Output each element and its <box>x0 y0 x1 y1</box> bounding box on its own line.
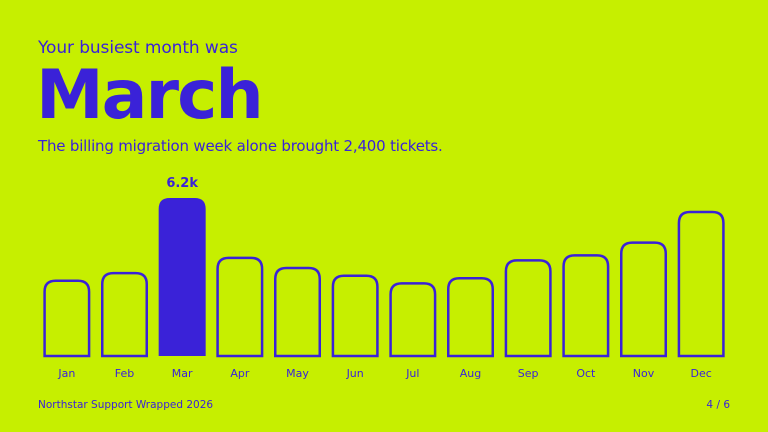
month-label-nov: Nov <box>633 367 655 380</box>
month-label-jan: Jan <box>57 367 75 380</box>
month-label-jun: Jun <box>346 367 364 380</box>
month-label-jul: Jul <box>405 367 419 380</box>
kicker-text: Your busiest month was <box>38 38 238 58</box>
month-label-feb: Feb <box>115 367 134 380</box>
month-label-dec: Dec <box>691 367 712 380</box>
bar-may <box>274 266 321 358</box>
subline-text: The billing migration week alone brought… <box>38 137 443 155</box>
bar-mar <box>158 198 206 356</box>
bar-apr <box>216 256 264 358</box>
bar-sep <box>504 259 552 358</box>
month-label-may: May <box>286 367 309 380</box>
bar-nov <box>620 241 667 358</box>
footer-brand: Northstar Support Wrapped 2026 <box>38 399 214 411</box>
month-label-mar: Mar <box>172 367 193 380</box>
bar-dec <box>677 210 725 358</box>
bar-jan <box>43 279 91 358</box>
month-label-apr: Apr <box>230 367 250 380</box>
busiest-month-headline: March <box>36 56 264 135</box>
month-label-oct: Oct <box>576 367 596 380</box>
month-label-aug: Aug <box>460 367 481 380</box>
month-label-sep: Sep <box>518 367 539 380</box>
bar-feb <box>101 271 148 358</box>
bar-oct <box>562 254 610 358</box>
bar-jul <box>389 282 437 358</box>
peak-value-label: 6.2k <box>166 176 198 191</box>
page-indicator: 4 / 6 <box>706 399 730 411</box>
bar-aug <box>447 277 494 358</box>
bar-jun <box>331 274 379 358</box>
